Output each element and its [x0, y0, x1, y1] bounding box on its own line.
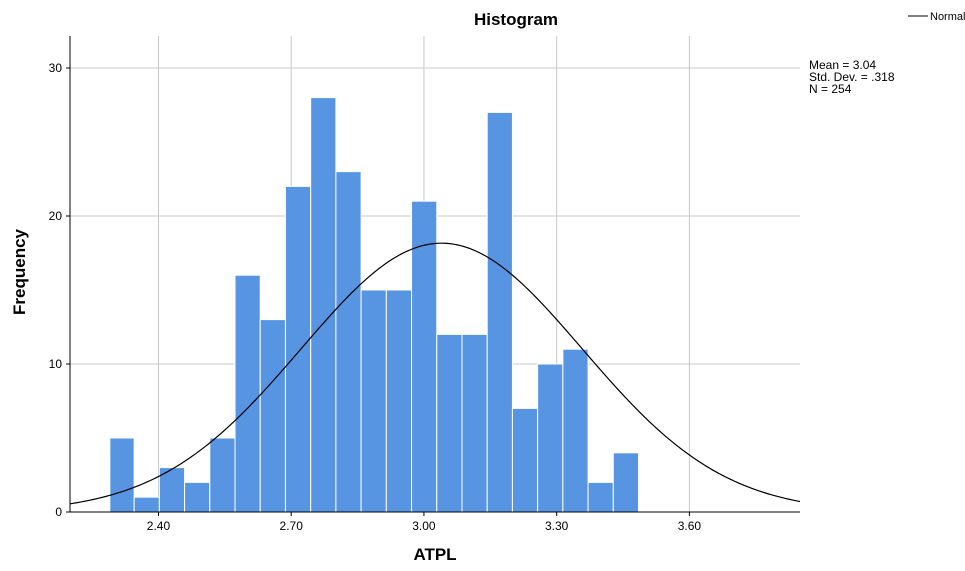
stat-std-dev: Std. Dev. = .318 [809, 70, 895, 84]
histogram-bar [562, 348, 589, 513]
histogram-bar [360, 289, 387, 513]
x-tick-label: 3.30 [545, 519, 569, 533]
x-tick-label: 2.70 [280, 519, 304, 533]
histogram-bar [335, 171, 362, 513]
stat-n: N = 254 [809, 82, 852, 96]
x-tick-label: 3.60 [678, 519, 702, 533]
statistics-box: Mean = 3.04 Std. Dev. = .318 N = 254 [809, 58, 895, 96]
stat-mean: Mean = 3.04 [809, 58, 876, 72]
histogram-bar [284, 185, 312, 513]
chart-title: Histogram [474, 10, 558, 29]
histogram-bar [537, 363, 564, 513]
x-axis-label: ATPL [413, 545, 456, 564]
histogram-bar [133, 496, 160, 513]
histogram-bar [109, 437, 135, 513]
x-tick-label: 2.40 [147, 519, 171, 533]
y-tick-label: 20 [49, 209, 63, 223]
histogram-bar [436, 333, 463, 513]
histogram-bar [587, 481, 614, 513]
histogram-bars [109, 97, 640, 513]
x-tick-label: 3.00 [412, 519, 436, 533]
y-tick-label: 30 [49, 61, 63, 75]
histogram-bar [486, 111, 513, 513]
y-ticks: 0 10 20 30 [49, 61, 70, 519]
y-tick-label: 10 [49, 357, 63, 371]
histogram-bar [461, 333, 488, 513]
histogram-bar [310, 97, 337, 513]
histogram-bar [259, 319, 286, 513]
histogram-bar [511, 407, 539, 513]
histogram-bar [209, 437, 236, 513]
y-axis-label: Frequency [10, 228, 29, 315]
normal-curve [69, 242, 801, 505]
axes [69, 36, 800, 513]
x-ticks: 2.40 2.70 3.00 3.30 3.60 [147, 512, 702, 533]
y-tick-label: 0 [55, 505, 62, 519]
histogram-bar [184, 481, 211, 513]
legend-normal-label: Normal [930, 11, 965, 23]
histogram-bar [385, 289, 413, 513]
histogram-bar [411, 200, 438, 513]
histogram-bar [234, 274, 261, 513]
histogram-bar [612, 452, 640, 513]
legend: Normal [908, 11, 965, 23]
